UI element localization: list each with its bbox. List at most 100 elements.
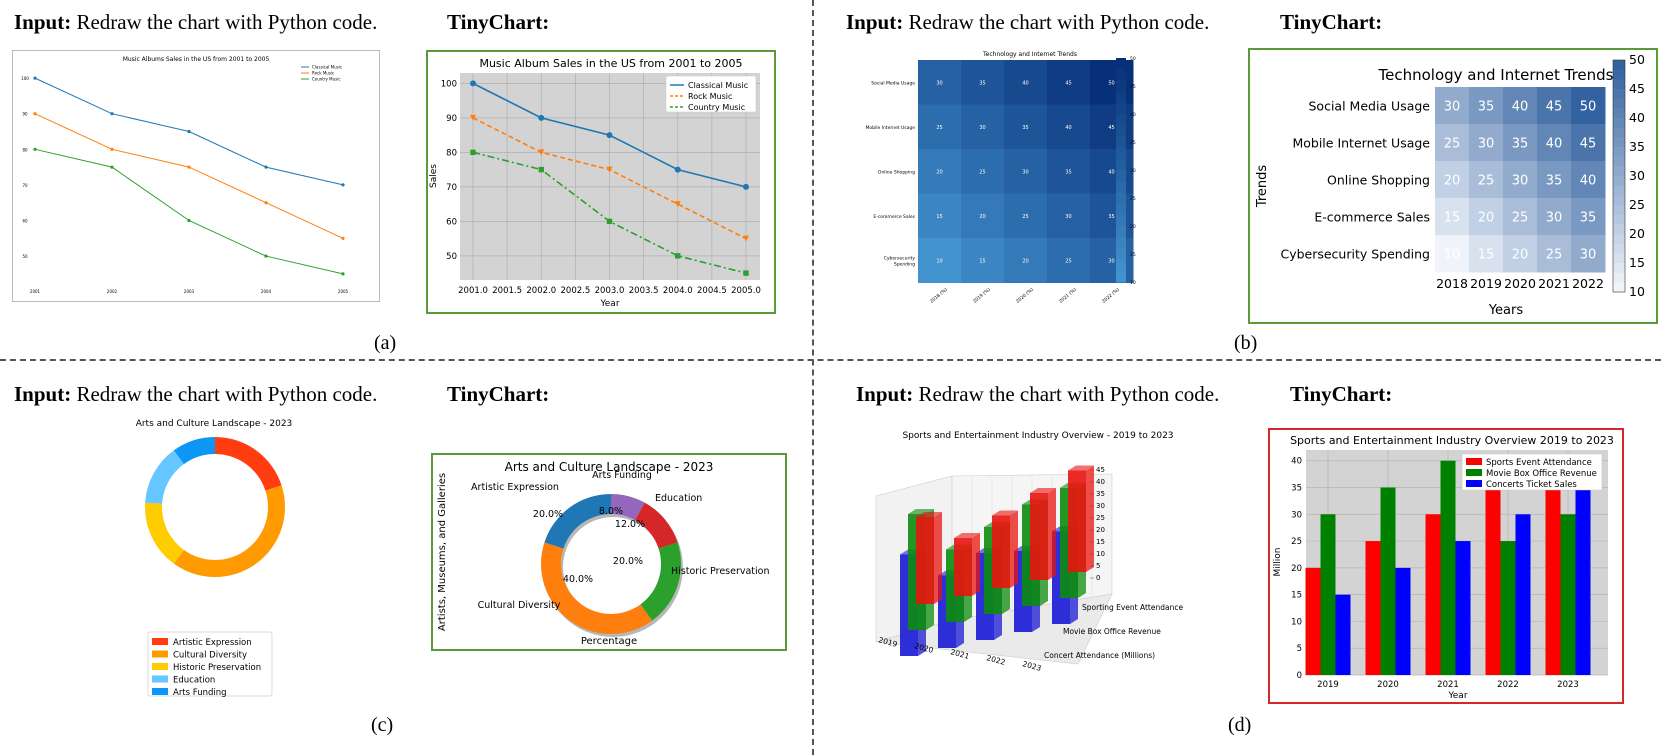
chart-b-output-cell <box>1435 161 1470 199</box>
chart-c-output-shadow-hole <box>563 517 663 617</box>
chart-c-output-slice <box>611 494 645 521</box>
chart-b-output-colorbar-segment <box>1613 127 1625 138</box>
chart-a-input-ytick: 70 <box>22 183 28 188</box>
chart-b-input-col-label: 2021 (%) <box>1058 287 1078 305</box>
chart-a-output-xtick: 2002.5 <box>561 286 591 296</box>
chart-b-input-cell <box>918 60 962 105</box>
chart-d-output-bar <box>1365 541 1381 675</box>
chart-d-output-bar <box>1380 487 1396 675</box>
chart-b-output-colorbar-segment <box>1613 89 1625 100</box>
chart-b-input-colorbar-tick: 50 <box>1130 56 1136 62</box>
chart-b-input-colorbar-segment <box>1116 226 1126 238</box>
chart-b-output-cell <box>1537 87 1572 125</box>
chart-a-output-point <box>743 270 749 276</box>
chart-d-input-bar <box>1068 470 1086 572</box>
chart-b-input-cell-label: 25 <box>936 125 942 131</box>
chart-b-output-col-label: 2019 <box>1470 276 1502 291</box>
chart-a-input-point <box>110 112 114 116</box>
chart-c-input-legend-label: Artistic Expression <box>173 638 252 648</box>
caption-c: (c) <box>371 714 394 736</box>
chart-b-input-cell-label: 45 <box>1108 125 1114 131</box>
chart-b-output-cell <box>1571 124 1606 162</box>
chart-b-output-cell-label: 30 <box>1580 248 1597 263</box>
chart-b-input-colorbar-tick: 15 <box>1130 252 1136 258</box>
chart-d-output-ytick: 5 <box>1297 644 1302 654</box>
chart-b-input-colorbar-segment <box>1116 136 1126 149</box>
chart-d-output-bar <box>1335 594 1351 675</box>
chart-b-output-cell-label: 30 <box>1546 211 1563 226</box>
chart-b-output-row-label: Social Media Usage <box>1309 99 1431 114</box>
chart-b-output-colorbar-segment <box>1613 282 1625 293</box>
chart-b-output-colorbar-segment <box>1613 185 1625 196</box>
chart-a-input-title: Music Albums Sales in the US from 2001 t… <box>123 56 270 63</box>
chart-c-input: Arts and Culture Landscape - 2023 Artist… <box>136 419 293 698</box>
chart-a-input-point <box>110 147 114 151</box>
chart-b-input-cell <box>961 104 1005 150</box>
chart-b-input-cell-label: 30 <box>1065 214 1071 220</box>
chart-d-output-legend-box <box>1461 453 1603 491</box>
chart-c-output-pct-label: 20.0% <box>613 556 643 567</box>
chart-b-output-cell-label: 15 <box>1478 248 1495 263</box>
chart-b-input-colorbar-segment <box>1116 203 1126 216</box>
chart-b-output-colorbar-segment <box>1613 205 1625 216</box>
header-tinychart-d: TinyChart: <box>1290 382 1393 406</box>
chart-b-output-cell-label: 25 <box>1546 248 1563 263</box>
chart-b-output-cell-label: 40 <box>1546 137 1563 152</box>
chart-b-output-cell <box>1435 87 1470 125</box>
chart-b-output-ylabel: Trends <box>1255 165 1270 209</box>
chart-b-input-cell-label: 35 <box>1065 169 1071 175</box>
chart-b-input-cell-label: 50 <box>1108 80 1114 86</box>
chart-b-input-cell <box>1004 104 1048 150</box>
chart-d-input-bar <box>916 517 934 604</box>
chart-d-output-xtick: 2020 <box>1377 680 1399 690</box>
chart-a-output-point <box>538 114 545 121</box>
chart-b-input-cell-label: 10 <box>936 258 942 264</box>
chart-b-output-colorbar-segment <box>1613 137 1625 148</box>
chart-d-input-bar-side <box>934 512 942 604</box>
chart-b-output-cell <box>1503 87 1538 125</box>
chart-b-output-cell-label: 30 <box>1512 174 1529 189</box>
chart-b-output-cell-label: 35 <box>1546 174 1563 189</box>
chart-b-output-row-label: Cybersecurity Spending <box>1280 247 1430 262</box>
chart-d-input-ztick: 10 <box>1096 550 1105 558</box>
chart-b-output-col-label: 2018 <box>1436 276 1468 291</box>
chart-b-input-cell <box>1047 104 1091 150</box>
chart-b-input-colorbar-segment <box>1116 214 1126 227</box>
chart-b-input-cell-label: 40 <box>1065 125 1071 131</box>
chart-b-input-colorbar-tick: 10 <box>1130 280 1136 286</box>
chart-a-output-legend-label: Rock Music <box>688 92 732 101</box>
chart-b-output-colorbar-tick: 25 <box>1629 197 1645 212</box>
chart-a-input-xtick: 2003 <box>184 289 195 294</box>
chart-a-output-xtick: 2001.0 <box>458 286 488 296</box>
chart-b-input-frame: Technology and Internet Trends 30 35 40 45 5… <box>860 48 1170 320</box>
chart-c-input-legend-swatch <box>152 663 168 670</box>
chart-b-input-cell <box>918 149 962 194</box>
chart-a-output-xtick: 2001.5 <box>492 286 522 296</box>
chart-b-input-colorbar-tick: 30 <box>1130 168 1136 174</box>
chart-c-output-pct-label: 8.0% <box>599 506 623 517</box>
chart-c-output-title: Arts and Culture Landscape - 2023 <box>505 460 714 474</box>
chart-c-output-frame: Arts and Culture Landscape - 2023 Arts F… <box>431 453 787 651</box>
chart-a-output-point <box>743 235 749 242</box>
chart-b-output-row-label: Mobile Internet Usage <box>1292 136 1430 151</box>
chart-b-output-cell <box>1537 124 1572 162</box>
chart-c-input-title: Arts and Culture Landscape - 2023 <box>136 419 293 429</box>
chart-b-input-title: Technology and Internet Trends <box>982 51 1077 58</box>
chart-c-output-slice <box>541 542 653 634</box>
chart-a-input-legend-label: Rock Music <box>312 71 334 76</box>
chart-b-input-cell <box>918 193 962 239</box>
chart-a-input-point <box>187 165 191 169</box>
chart-b-output-cell <box>1469 87 1504 125</box>
header-input-a: Input: Redraw the chart with Python code… <box>14 10 378 34</box>
chart-b-output-cell <box>1469 161 1504 199</box>
chart-b-input-cell-label: 25 <box>1065 258 1071 264</box>
chart-c-output-slice-label: Cultural Diversity <box>478 600 561 611</box>
chart-b-input-colorbar-segment <box>1116 91 1126 104</box>
chart-a-output-xtick: 2004.5 <box>697 286 727 296</box>
chart-a-input-point <box>341 183 345 187</box>
chart-a-output-ytick: 60 <box>446 217 457 227</box>
chart-b-input-cell <box>961 238 1005 283</box>
caption-d: (d) <box>1228 714 1252 736</box>
chart-a-output-point <box>538 149 545 156</box>
chart-d-output-xtick: 2021 <box>1437 680 1459 690</box>
